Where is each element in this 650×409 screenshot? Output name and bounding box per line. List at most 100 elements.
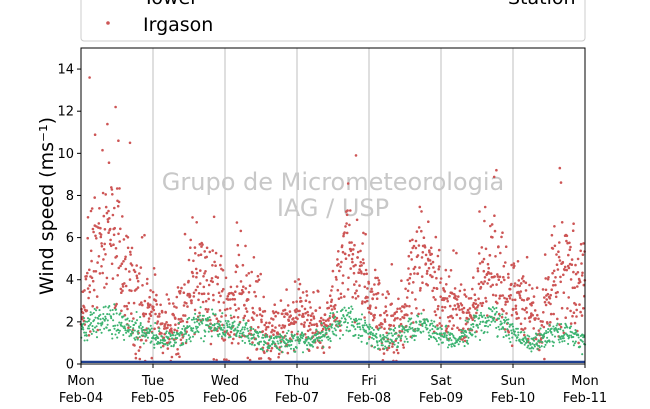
data-point xyxy=(490,315,493,318)
data-point xyxy=(328,329,331,332)
data-point xyxy=(216,325,220,328)
data-point xyxy=(246,298,250,301)
data-point xyxy=(347,307,350,310)
data-point xyxy=(220,335,223,338)
data-point xyxy=(336,320,339,323)
data-point xyxy=(192,295,196,298)
data-point xyxy=(271,324,274,328)
data-point xyxy=(228,323,231,326)
data-point xyxy=(90,276,94,280)
data-point xyxy=(97,315,101,318)
data-point xyxy=(361,300,364,303)
data-point xyxy=(543,300,547,304)
data-point xyxy=(188,337,191,341)
data-point xyxy=(496,301,499,305)
data-point xyxy=(180,331,183,334)
data-point xyxy=(451,342,454,346)
data-point xyxy=(270,337,273,340)
data-point xyxy=(195,271,199,275)
data-point xyxy=(310,344,313,347)
data-point xyxy=(410,312,413,315)
data-point xyxy=(101,321,104,324)
data-point xyxy=(398,307,402,310)
data-point xyxy=(536,333,539,337)
data-point xyxy=(493,275,497,278)
data-point xyxy=(120,309,123,313)
data-point xyxy=(358,322,361,325)
data-point xyxy=(283,315,286,319)
data-point xyxy=(276,311,280,315)
data-point xyxy=(339,296,343,299)
data-point xyxy=(113,303,116,306)
data-point xyxy=(352,325,355,328)
data-point xyxy=(447,275,451,278)
data-point xyxy=(94,316,97,319)
data-point xyxy=(410,317,413,320)
data-point xyxy=(294,339,297,342)
data-point xyxy=(227,298,230,301)
data-point xyxy=(302,325,306,328)
data-point xyxy=(413,272,416,275)
data-point xyxy=(117,232,120,236)
data-point xyxy=(519,322,523,326)
data-point xyxy=(343,295,346,298)
data-point xyxy=(434,338,437,341)
data-point xyxy=(481,316,484,319)
data-point xyxy=(86,271,89,275)
data-point xyxy=(119,287,123,291)
data-point xyxy=(298,313,301,317)
data-point xyxy=(88,284,91,287)
data-point xyxy=(513,282,517,285)
data-point xyxy=(120,291,123,295)
data-point xyxy=(241,290,245,294)
data-point xyxy=(412,244,416,248)
data-point xyxy=(571,340,575,343)
data-point xyxy=(441,305,444,309)
data-point xyxy=(420,275,424,278)
data-point xyxy=(264,328,268,331)
data-point xyxy=(523,331,526,334)
data-point xyxy=(405,337,408,340)
data-point xyxy=(505,312,508,315)
data-point xyxy=(123,304,126,308)
data-point xyxy=(173,339,176,342)
data-point xyxy=(508,325,511,328)
data-point xyxy=(231,321,235,324)
data-point xyxy=(558,166,562,170)
data-point xyxy=(200,292,204,296)
data-point xyxy=(266,325,270,329)
data-point xyxy=(176,348,179,351)
data-point xyxy=(242,285,245,289)
data-point xyxy=(403,340,406,343)
data-point xyxy=(445,297,449,300)
data-point xyxy=(194,288,198,292)
data-point xyxy=(83,331,86,334)
data-point xyxy=(189,238,192,242)
data-point xyxy=(104,193,107,196)
data-point xyxy=(533,309,537,312)
data-point xyxy=(166,347,170,350)
data-point xyxy=(365,331,368,334)
data-point xyxy=(387,340,390,343)
data-point xyxy=(422,308,425,312)
data-point xyxy=(406,289,410,293)
data-point xyxy=(454,337,457,340)
data-point xyxy=(443,333,446,336)
data-point xyxy=(372,293,376,296)
data-point xyxy=(192,316,195,319)
data-point xyxy=(483,205,487,209)
data-point xyxy=(110,317,113,320)
data-point xyxy=(577,336,580,339)
data-point xyxy=(557,250,560,253)
data-point xyxy=(569,325,573,328)
data-point xyxy=(194,267,198,271)
data-point xyxy=(406,330,409,333)
data-point xyxy=(367,282,371,285)
data-point xyxy=(142,342,145,345)
data-point xyxy=(319,316,323,320)
data-point xyxy=(399,337,402,340)
data-point xyxy=(556,290,559,294)
data-point xyxy=(517,279,521,282)
data-point xyxy=(578,280,582,284)
data-point xyxy=(125,331,128,334)
